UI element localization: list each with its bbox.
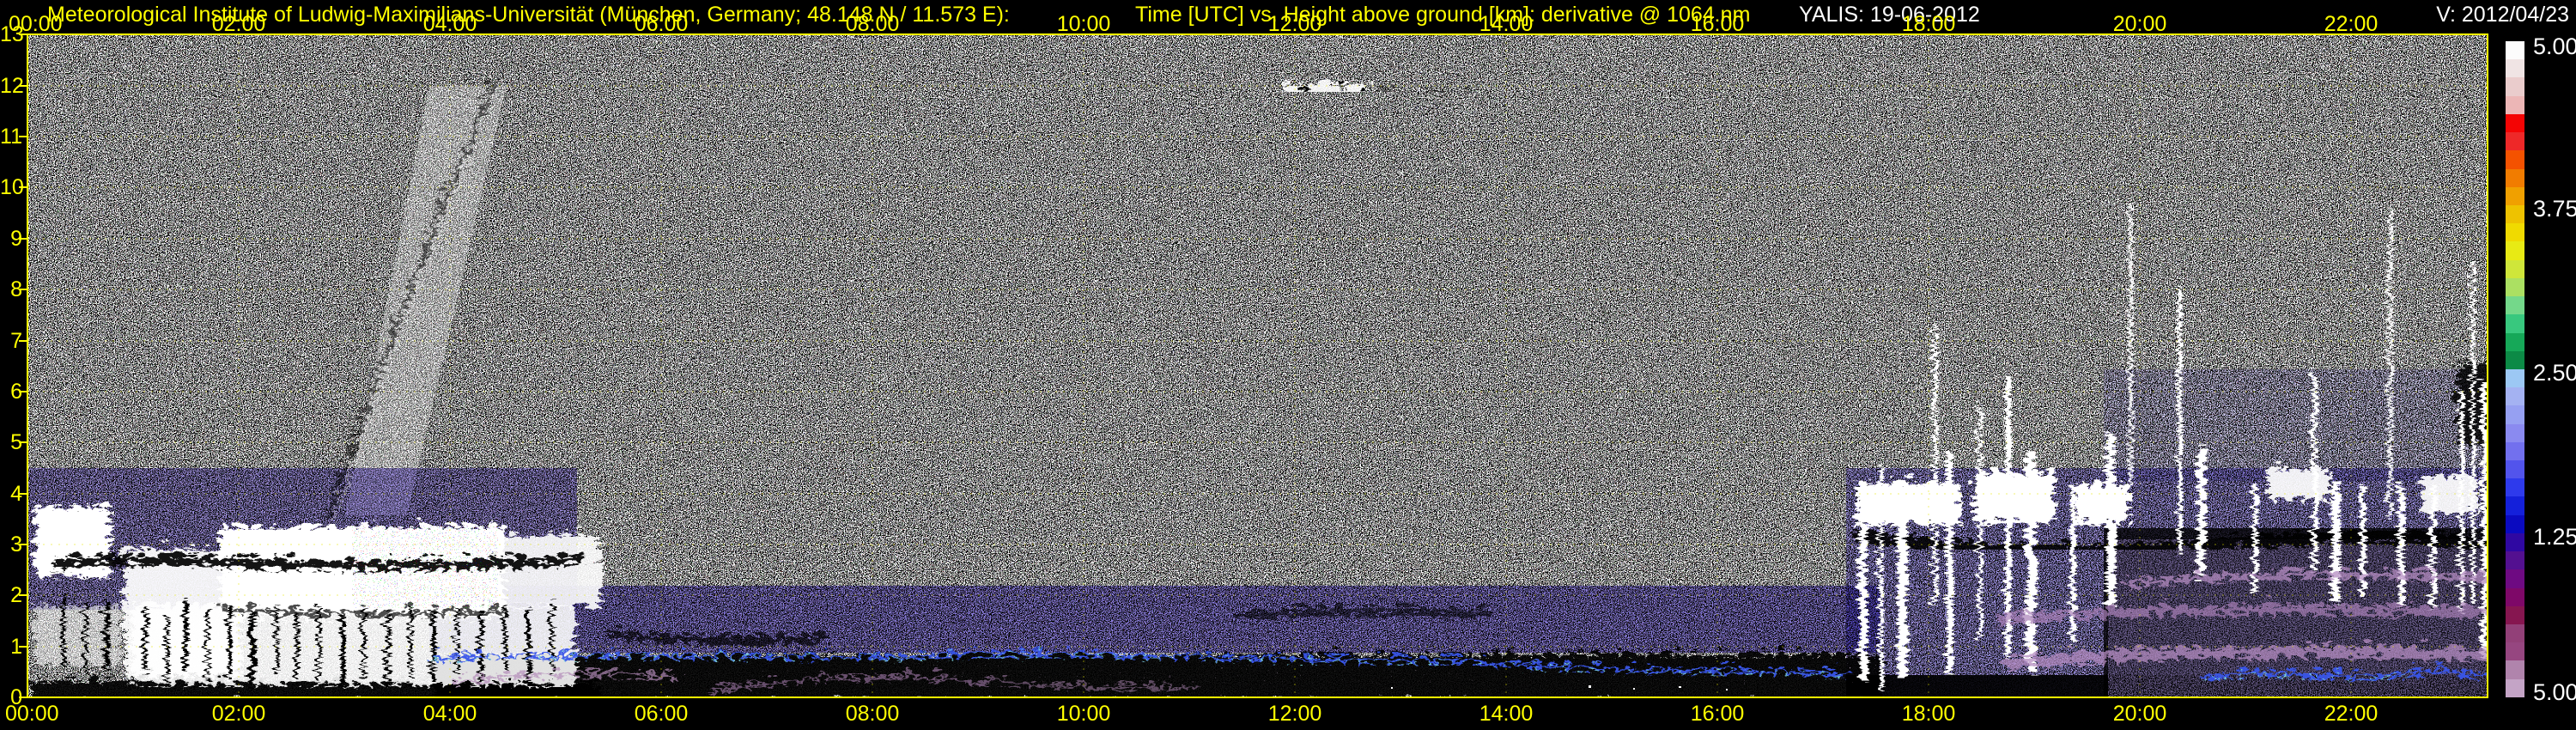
bottom-dots xyxy=(1391,685,1728,690)
colorbar-block xyxy=(2506,41,2524,60)
colorbar-block xyxy=(2506,514,2524,533)
y-tick-label: 10 xyxy=(0,175,24,199)
colorbar-block xyxy=(2506,551,2524,570)
colorbar-block xyxy=(2506,441,2524,461)
x-tick-bottom: 12:00 xyxy=(1267,702,1322,726)
ascending-streak xyxy=(320,78,492,516)
colorbar-block xyxy=(2506,368,2524,388)
x-tick-top: 20:00 xyxy=(2112,12,2167,36)
y-tick-label: 11 xyxy=(0,125,22,149)
colorbar-block xyxy=(2506,77,2524,96)
x-tick-top: 08:00 xyxy=(845,12,900,36)
y-tick-label: 8 xyxy=(10,277,22,301)
y-tick-label: 0 xyxy=(10,685,22,709)
y-tick-label: 2 xyxy=(10,583,22,607)
colorbar-block xyxy=(2506,532,2524,552)
colorbar-block xyxy=(2506,350,2524,369)
colorbar-block xyxy=(2506,95,2524,114)
y-tick-label: 1 xyxy=(10,635,22,659)
colorbar-block xyxy=(2506,587,2524,606)
x-tick-top: 14:00 xyxy=(1479,12,1534,36)
colorbar-block xyxy=(2506,277,2524,297)
colorbar-block xyxy=(2506,387,2524,406)
x-tick-top: 10:00 xyxy=(1056,12,1111,36)
x-tick-bottom: 10:00 xyxy=(1056,702,1111,726)
colorbar-tick-label: 5.00 xyxy=(2533,33,2576,59)
instrument-date-label: YALIS: 19-06-2012 xyxy=(1799,3,1980,27)
colored-fringe xyxy=(352,526,498,608)
colorbar-block xyxy=(2506,605,2524,624)
y-axis-ticks xyxy=(19,33,27,698)
colorbar-block xyxy=(2506,642,2524,661)
x-tick-bottom: 06:00 xyxy=(634,702,689,726)
colorbar-block xyxy=(2506,150,2524,169)
version-label: V: 2012/04/23 xyxy=(2436,3,2569,27)
colorbar-block xyxy=(2506,296,2524,315)
x-tick-bottom: 04:00 xyxy=(422,702,477,726)
x-tick-top: 18:00 xyxy=(1901,12,1956,36)
colorbar-block xyxy=(2506,423,2524,442)
colorbar-block xyxy=(2506,59,2524,78)
colorbar-block xyxy=(2506,460,2524,479)
colorbar-block xyxy=(2506,132,2524,151)
colorbar-tick-label: 2.50 xyxy=(2533,360,2576,386)
y-tick-label: 9 xyxy=(10,227,22,251)
grid-lines xyxy=(27,34,2488,697)
y-tick-label: 7 xyxy=(10,329,22,353)
colorbar-block xyxy=(2506,478,2524,497)
y-tick-label: 6 xyxy=(10,380,22,404)
colorbar-block xyxy=(2506,168,2524,187)
x-tick-top: 12:00 xyxy=(1267,12,1322,36)
colorbar-block xyxy=(2506,241,2524,260)
x-tick-bottom: 14:00 xyxy=(1479,702,1534,726)
plot-area xyxy=(27,34,2488,697)
colorbar-block xyxy=(2506,113,2524,133)
x-tick-top: 00:00 xyxy=(9,12,63,36)
institute-title: Meteorological Institute of Ludwig-Maxim… xyxy=(47,3,1010,27)
x-tick-top: 22:00 xyxy=(2324,12,2379,36)
colorbar-block xyxy=(2506,496,2524,515)
high-cloud-wisp xyxy=(1278,79,1474,91)
colorbar-block xyxy=(2506,186,2524,205)
colorbar-tick-label: 3.75 xyxy=(2533,196,2576,222)
colorbar-block xyxy=(2506,332,2524,351)
x-tick-bottom: 22:00 xyxy=(2324,702,2379,726)
colorbar-tick-label: 5.00 xyxy=(2533,679,2576,705)
precip-fall-streaks xyxy=(58,593,551,685)
colorbar-block xyxy=(2506,624,2524,643)
y-tick-label: 4 xyxy=(10,482,22,506)
colorbar-block xyxy=(2506,678,2524,697)
evening-cloud-lumps xyxy=(1853,464,2475,520)
colorbar-block xyxy=(2506,569,2524,588)
x-tick-top: 04:00 xyxy=(422,12,477,36)
colorbar xyxy=(2506,41,2524,697)
colorbar-block xyxy=(2506,314,2524,333)
plot-title: Time [UTC] vs. Height above ground [km]:… xyxy=(1135,3,1751,27)
axes-frame xyxy=(19,33,2488,698)
x-tick-bottom: 08:00 xyxy=(845,702,900,726)
y-tick-label: 13 xyxy=(0,22,24,46)
evening-aerosol-bands xyxy=(1991,567,2488,676)
x-tick-bottom: 18:00 xyxy=(1901,702,1956,726)
boundary-layer-middle xyxy=(428,603,1847,689)
x-tick-top: 06:00 xyxy=(634,12,689,36)
x-tick-top: 02:00 xyxy=(211,12,266,36)
colorbar-block xyxy=(2506,223,2524,242)
colorbar-block xyxy=(2506,204,2524,224)
colorbar-block xyxy=(2506,405,2524,424)
y-tick-label: 3 xyxy=(10,532,22,557)
colorbar-tick-label: 1.25 xyxy=(2533,524,2576,550)
colorbar-block xyxy=(2506,660,2524,679)
x-tick-bottom: 20:00 xyxy=(2112,702,2167,726)
x-tick-top: 16:00 xyxy=(1690,12,1745,36)
colorbar-block xyxy=(2506,259,2524,278)
y-tick-label: 5 xyxy=(10,430,22,454)
x-tick-bottom: 16:00 xyxy=(1690,702,1745,726)
x-tick-bottom: 00:00 xyxy=(5,702,59,726)
x-tick-bottom: 02:00 xyxy=(211,702,266,726)
y-tick-label: 12 xyxy=(0,74,24,98)
